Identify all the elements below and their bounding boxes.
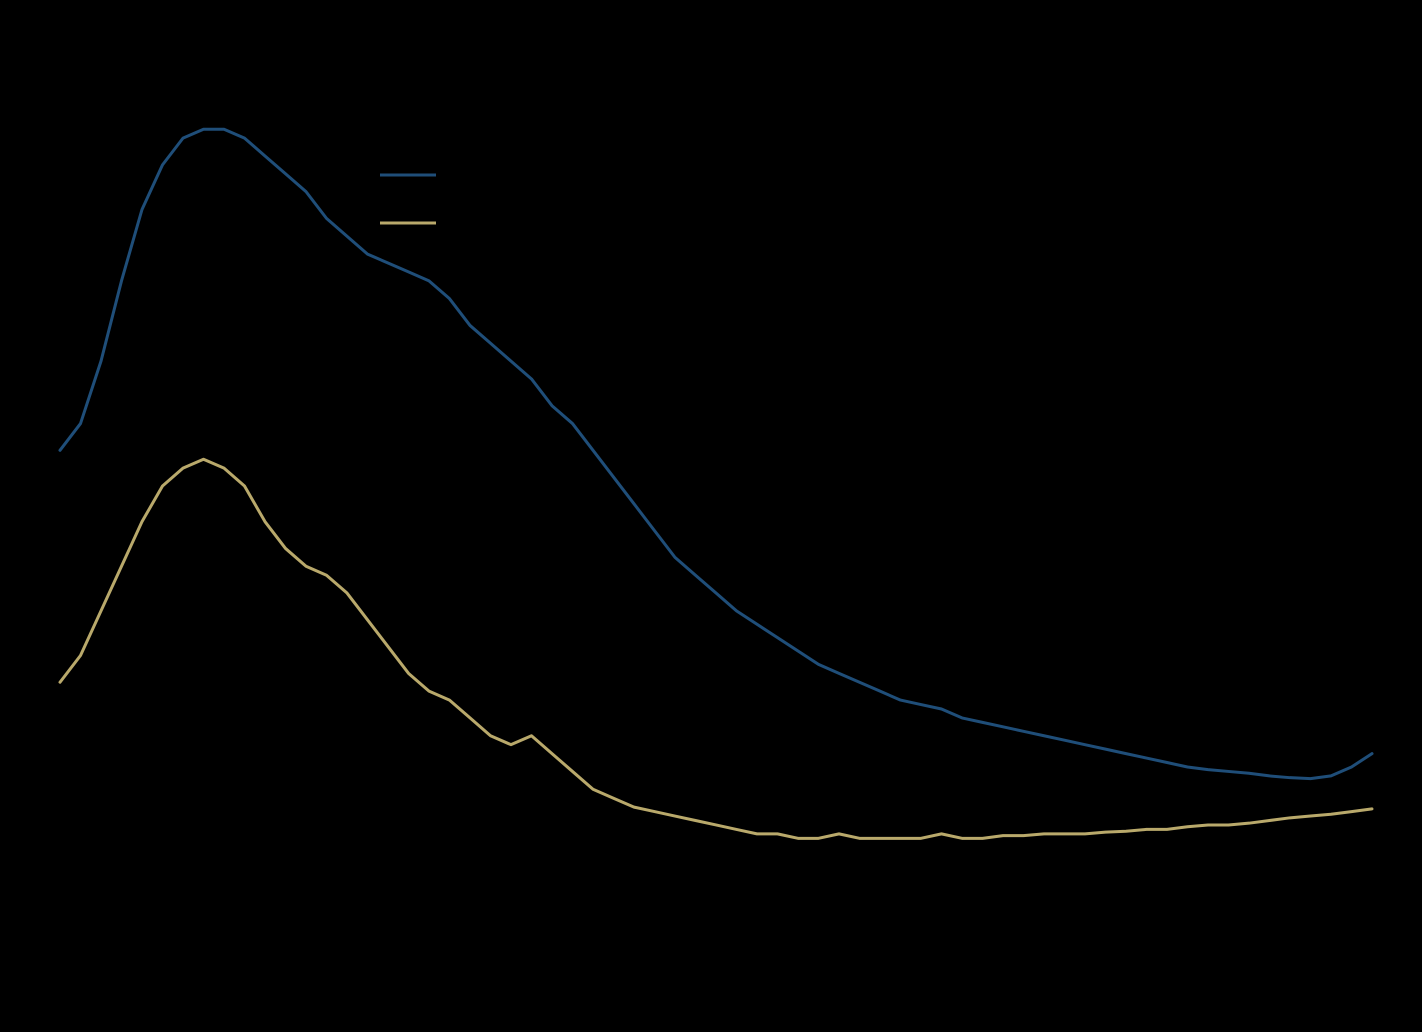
- y-tick-label: 100: [13, 28, 46, 50]
- x-tick-label: 80: [1361, 943, 1383, 965]
- x-tick-label: 30: [336, 943, 358, 965]
- line-chart: 0 25 50 75 100 20 30 40 50 60 70 80 series_a series_b: [0, 0, 1422, 1032]
- x-tick-label: 50: [746, 943, 768, 965]
- y-tick-label: 75: [24, 251, 46, 273]
- y-tick-label: 0: [35, 920, 46, 942]
- y-tick-label: 25: [24, 697, 46, 719]
- legend-label: series_a: [450, 161, 534, 186]
- x-tick-label: 20: [131, 943, 153, 965]
- legend-label: series_b: [450, 209, 533, 234]
- x-tick-label: 40: [541, 943, 563, 965]
- chart-svg: 0 25 50 75 100 20 30 40 50 60 70 80 series_a series_b: [0, 0, 1422, 1032]
- y-tick-label: 50: [24, 474, 46, 496]
- x-tick-label: 70: [1156, 943, 1178, 965]
- x-tick-label: 60: [951, 943, 973, 965]
